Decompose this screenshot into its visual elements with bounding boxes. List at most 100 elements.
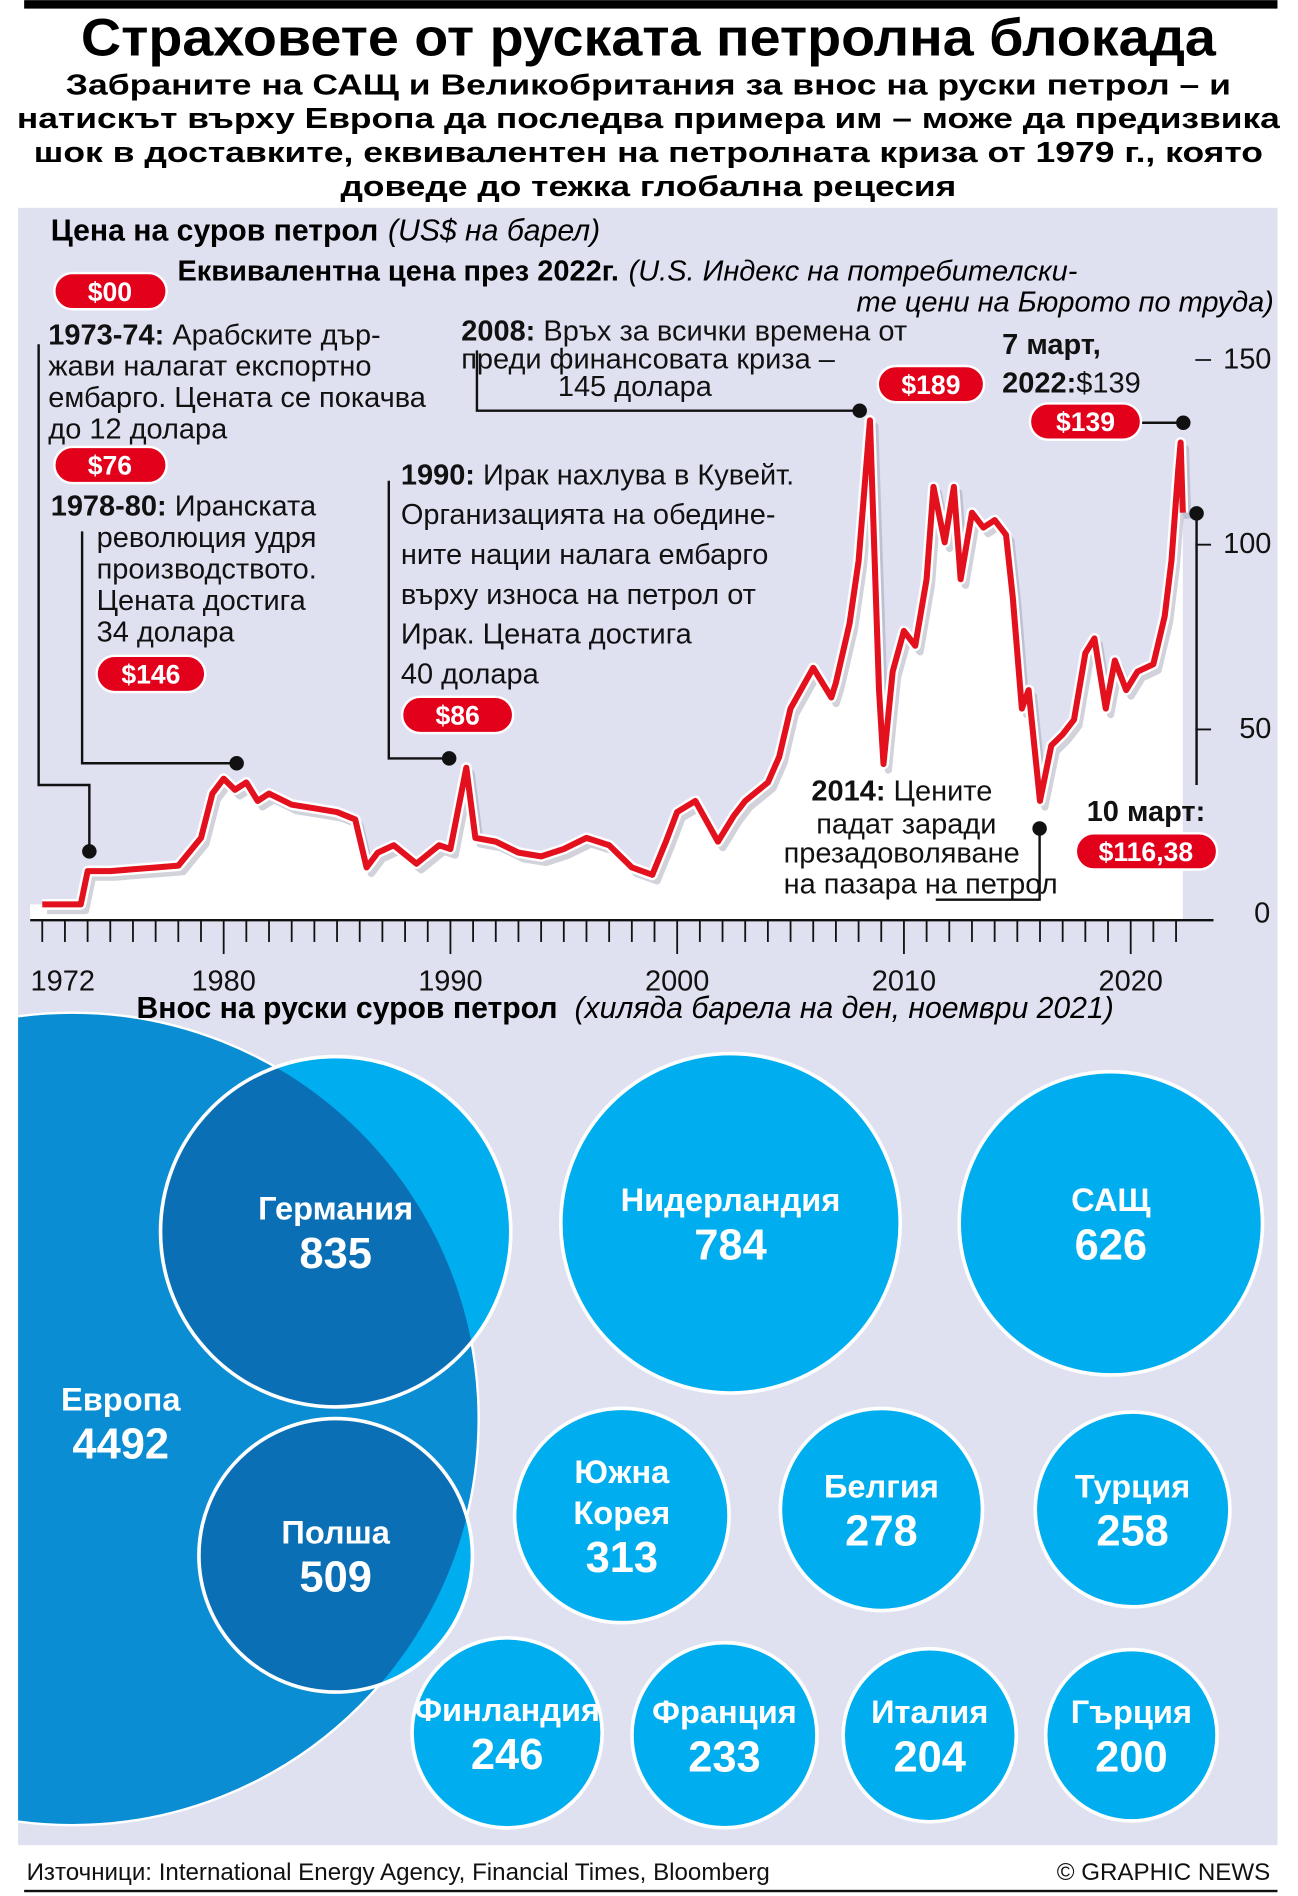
bubble-circle — [631, 1642, 817, 1828]
credit: © GRAPHIC NEWS — [1057, 1859, 1270, 1886]
bubble-value: 246 — [471, 1731, 544, 1779]
bubble-label: САЩ — [1071, 1181, 1150, 1218]
marker-dot — [441, 751, 457, 766]
price-area — [30, 420, 1183, 921]
annotation-10-march: 10 март: — [1087, 796, 1206, 828]
bubble-outline — [841, 1646, 1019, 1824]
bubble-value: 835 — [299, 1230, 372, 1278]
bubble-label: Финландия — [414, 1691, 600, 1728]
bubble-country: Полша 509 — [197, 1416, 475, 1694]
y-ticks: 0 50 100 150 — [1195, 343, 1271, 930]
bubble-outline — [778, 1406, 985, 1613]
bubble-circle — [560, 1053, 901, 1394]
bubble-label: Нидерландия — [621, 1181, 841, 1218]
bubble-circle — [1035, 1412, 1230, 1607]
price-chart-unit: (US$ на барел) — [388, 214, 600, 247]
leader-1990 — [387, 480, 450, 760]
marker-dot — [82, 844, 97, 859]
bubble-circle — [514, 1408, 730, 1623]
pill-1990: $86 — [400, 695, 515, 735]
bubble-outline — [630, 1640, 819, 1830]
svg-text:$139: $139 — [1056, 407, 1115, 437]
bubble-value: 200 — [1095, 1733, 1168, 1781]
subtitle-line: натискът върху Европа да последва пример… — [17, 103, 1281, 135]
bubble-overlap — [198, 1418, 473, 1693]
price-chart: 0 50 100 150 1972 1980 1990 2000 2010 2020 — [30, 343, 1271, 997]
bubble-outline — [197, 1416, 475, 1694]
bubble-country: Турция 258 — [1033, 1410, 1232, 1609]
bubble-outline — [512, 1406, 731, 1625]
bubble-value: 278 — [845, 1508, 918, 1556]
bubble-value: 233 — [688, 1733, 761, 1781]
leader-2014 — [935, 828, 1041, 901]
x-tick-label: 1980 — [191, 965, 255, 997]
bottom-rule — [24, 1889, 1278, 1893]
pill-1978: $146 — [95, 654, 207, 694]
x-tick-label: 2010 — [872, 965, 936, 997]
bubble-country: САЩ 626 — [957, 1069, 1265, 1377]
subtitle-line: шок в доставките, еквивалентен на петрол… — [34, 137, 1263, 169]
pill-10-march: $116,38 — [1074, 832, 1219, 871]
pill-1973: $76 — [53, 445, 168, 485]
svg-text:$116,38: $116,38 — [1099, 837, 1194, 867]
pill-2008: $189 — [876, 364, 986, 404]
bubble-label: Корея — [573, 1494, 670, 1531]
bubble-value: 258 — [1096, 1508, 1169, 1556]
x-tick-label: 2020 — [1098, 965, 1162, 997]
sources: Източници: International Energy Agency, … — [27, 1859, 770, 1886]
bubble-outline — [1033, 1410, 1232, 1609]
bubble-value: 509 — [299, 1554, 372, 1602]
top-bar — [24, 0, 1278, 9]
leader-1978 — [80, 531, 237, 765]
subtitle-line: доведе до тежка глобална рецесия — [340, 171, 956, 203]
annotation-1990: 1990: Ирак нахлува в Кувейт. Организация… — [401, 459, 802, 690]
pill-2022: $139 — [1028, 402, 1143, 441]
svg-text:$189: $189 — [901, 370, 960, 400]
marker-dot — [1176, 415, 1191, 431]
y-tick-label: 0 — [1254, 898, 1270, 930]
bubble-label: Южна — [574, 1453, 670, 1490]
annotation-2014: 2014: Цените падат заради презадоволяван… — [784, 776, 1058, 901]
bubble-outline — [558, 1051, 903, 1395]
y-tick-label: 50 — [1239, 713, 1271, 745]
bubble-label: Франция — [652, 1693, 797, 1730]
bubble-label: Италия — [871, 1693, 988, 1730]
bubble-value: 784 — [694, 1222, 767, 1270]
annotation-1973: 1973-74: Арабските дър- жави налагат екс… — [48, 319, 433, 445]
svg-text:$146: $146 — [121, 660, 180, 690]
bubble-circle — [959, 1071, 1263, 1375]
annotation-1978: 1978-80: Иранската революция удря произв… — [51, 491, 324, 649]
x-tick-label: 1990 — [418, 965, 482, 997]
bubble-circle — [843, 1648, 1017, 1822]
bubble-value: 4492 — [72, 1421, 169, 1469]
x-ticks — [41, 920, 1177, 955]
bubble-country: Нидерландия 784 — [558, 1051, 903, 1395]
bubble-outline — [1043, 1647, 1219, 1823]
svg-text:$86: $86 — [435, 701, 479, 731]
y-tick-label: 100 — [1223, 528, 1271, 560]
bubble-value: 313 — [586, 1534, 659, 1582]
bubble-circle — [412, 1637, 603, 1828]
imports-title: Внос на руски суров петрол (хиляда барела… — [136, 992, 1113, 1025]
bubble-value: 626 — [1075, 1222, 1148, 1270]
equiv-note: те цени на Бюрото по труда) — [857, 287, 1274, 319]
bubble-outline — [410, 1635, 605, 1830]
price-line-red — [42, 417, 1186, 908]
bubble-value: 204 — [893, 1733, 966, 1781]
bubble-label: Полша — [281, 1513, 390, 1550]
price-chart-title: Цена на суров петрол (US$ на барел) — [51, 214, 601, 247]
bubble-label: Турция — [1075, 1467, 1190, 1504]
leader-1973 — [37, 344, 91, 852]
x-tick-label: 1972 — [31, 965, 95, 997]
bubble-outline — [158, 1054, 513, 1409]
marker-dot — [852, 403, 867, 418]
bubble-circle — [1045, 1649, 1218, 1821]
